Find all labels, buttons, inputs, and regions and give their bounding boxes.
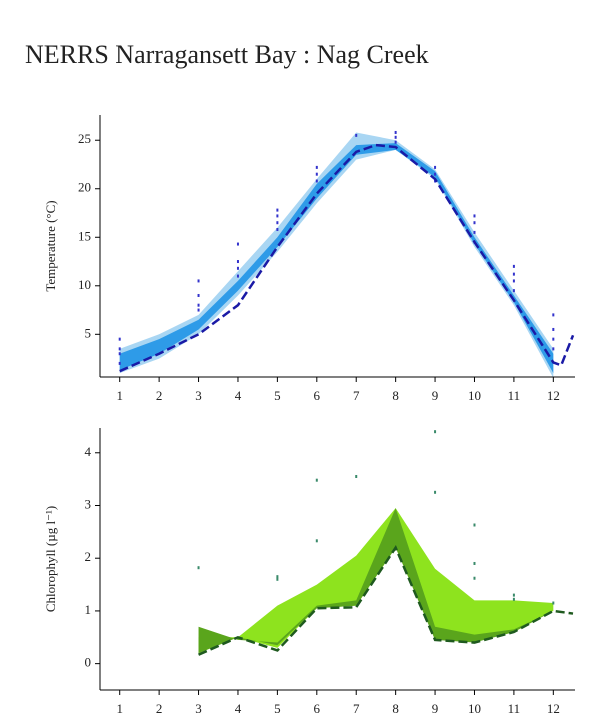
- y-tick-label: 20: [78, 180, 91, 195]
- data-point: [236, 266, 239, 270]
- data-point: [434, 172, 437, 176]
- data-point: [473, 221, 476, 225]
- x-tick-label: 2: [156, 701, 163, 716]
- data-point: [355, 474, 358, 478]
- x-tick-label: 9: [432, 701, 439, 716]
- chart-title: NERRS Narragansett Bay : Nag Creek: [25, 40, 429, 69]
- x-tick-label: 6: [314, 701, 321, 716]
- data-point: [315, 539, 318, 543]
- data-point: [473, 576, 476, 580]
- y-tick-label: 10: [78, 277, 91, 292]
- x-tick-label: 7: [353, 701, 360, 716]
- data-point: [197, 303, 200, 307]
- data-point: [236, 274, 239, 278]
- x-tick-label: 11: [508, 388, 521, 403]
- y-tick-label: 15: [78, 228, 91, 243]
- data-point: [552, 337, 555, 341]
- x-tick-label: 3: [195, 388, 202, 403]
- line: [198, 545, 574, 656]
- data-point: [276, 208, 279, 212]
- data-point: [118, 347, 121, 351]
- data-point: [197, 566, 200, 570]
- x-tick-label: 5: [274, 701, 281, 716]
- y-axis-label: Chlorophyll (µg l⁻¹): [43, 506, 58, 612]
- x-tick-label: 4: [235, 701, 242, 716]
- data-point: [276, 577, 279, 581]
- x-tick-label: 1: [116, 701, 123, 716]
- y-tick-label: 4: [85, 444, 92, 459]
- y-tick-label: 25: [78, 131, 91, 146]
- data-point: [512, 289, 515, 293]
- x-tick-label: 12: [547, 701, 560, 716]
- data-point: [315, 172, 318, 176]
- data-point: [473, 230, 476, 234]
- x-tick-label: 2: [156, 388, 163, 403]
- y-axis-label: Temperature (°C): [43, 200, 58, 291]
- data-point: [473, 214, 476, 218]
- data-point: [197, 308, 200, 312]
- data-point: [118, 361, 121, 365]
- y-tick-label: 2: [85, 549, 92, 564]
- y-tick-label: 0: [85, 655, 92, 670]
- x-tick-label: 4: [235, 388, 242, 403]
- data-point: [394, 140, 397, 144]
- x-tick-label: 11: [508, 701, 521, 716]
- x-tick-label: 3: [195, 701, 202, 716]
- data-point: [236, 260, 239, 264]
- data-point: [552, 313, 555, 317]
- band: [198, 508, 554, 654]
- x-tick-label: 9: [432, 388, 439, 403]
- x-tick-label: 5: [274, 388, 281, 403]
- data-point: [276, 575, 279, 579]
- x-tick-label: 10: [468, 388, 481, 403]
- data-point: [552, 347, 555, 351]
- data-point: [276, 214, 279, 218]
- data-point: [512, 272, 515, 276]
- x-tick-label: 6: [314, 388, 321, 403]
- y-tick-label: 1: [85, 602, 92, 617]
- data-point: [276, 221, 279, 225]
- data-point: [473, 561, 476, 565]
- data-point: [315, 179, 318, 183]
- x-tick-label: 8: [392, 388, 399, 403]
- x-tick-label: 8: [392, 701, 399, 716]
- data-point: [315, 478, 318, 482]
- y-tick-label: 5: [85, 325, 92, 340]
- x-tick-label: 7: [353, 388, 360, 403]
- data-point: [118, 352, 121, 356]
- data-point: [394, 135, 397, 139]
- data-point: [552, 601, 555, 605]
- data-point: [512, 597, 515, 601]
- data-point: [434, 165, 437, 169]
- data-point: [315, 165, 318, 169]
- band: [119, 143, 554, 374]
- data-point: [552, 327, 555, 331]
- data-point: [355, 133, 358, 137]
- data-point: [434, 490, 437, 494]
- data-point: [276, 228, 279, 232]
- data-point: [394, 130, 397, 134]
- data-point: [512, 593, 515, 597]
- y-tick-label: 3: [85, 496, 92, 511]
- data-point: [473, 523, 476, 527]
- x-tick-label: 10: [468, 701, 481, 716]
- data-point: [512, 279, 515, 283]
- data-point: [512, 264, 515, 268]
- data-point: [197, 279, 200, 283]
- x-tick-label: 1: [116, 388, 123, 403]
- data-point: [197, 293, 200, 297]
- data-point: [236, 242, 239, 246]
- data-point: [118, 337, 121, 341]
- x-tick-label: 12: [547, 388, 560, 403]
- data-point: [434, 430, 437, 434]
- line: [119, 143, 575, 373]
